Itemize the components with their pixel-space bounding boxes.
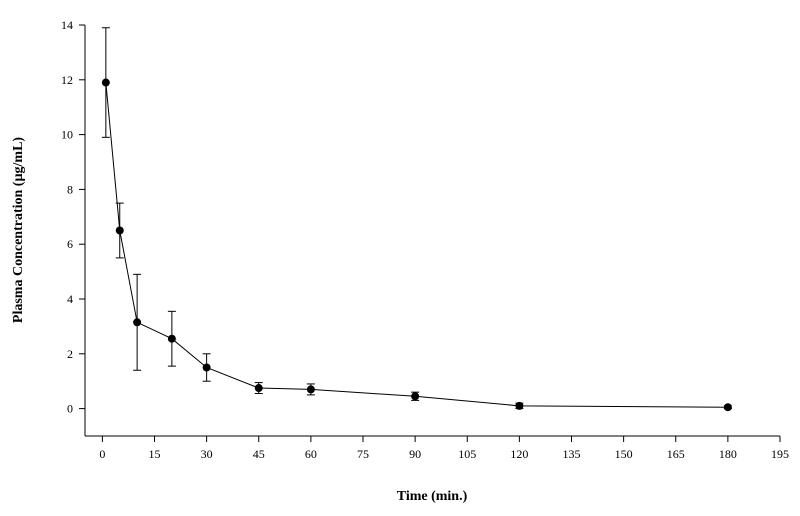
x-tick-label: 75	[357, 447, 369, 461]
y-tick-label: 0	[67, 402, 73, 416]
x-tick-label: 105	[458, 447, 476, 461]
data-point	[411, 392, 420, 401]
data-point	[115, 226, 124, 235]
x-tick-label: 120	[510, 447, 528, 461]
data-point	[723, 403, 732, 412]
x-tick-label: 180	[719, 447, 737, 461]
y-tick-label: 8	[67, 182, 73, 196]
data-point	[133, 318, 142, 327]
y-tick-label: 14	[61, 18, 73, 32]
x-tick-label: 45	[253, 447, 265, 461]
x-tick-label: 195	[771, 447, 789, 461]
x-tick-label: 0	[99, 447, 105, 461]
x-tick-label: 165	[667, 447, 685, 461]
data-point	[306, 385, 315, 394]
y-tick-label: 12	[61, 73, 73, 87]
x-tick-label: 150	[615, 447, 633, 461]
x-tick-label: 30	[201, 447, 213, 461]
y-tick-label: 10	[61, 128, 73, 142]
data-series	[101, 27, 732, 412]
data-point	[254, 384, 263, 393]
y-tick-label: 2	[67, 347, 73, 361]
y-axis-title: Plasma Concentration (µg/mL)	[11, 137, 26, 323]
data-point	[167, 334, 176, 343]
data-point	[101, 78, 110, 87]
data-point	[202, 363, 211, 372]
x-tick-label: 90	[409, 447, 421, 461]
y-tick-label: 4	[67, 292, 73, 306]
y-tick-label: 6	[67, 237, 73, 251]
x-tick-label: 60	[305, 447, 317, 461]
x-tick-label: 15	[149, 447, 161, 461]
x-tick-label: 135	[563, 447, 581, 461]
y-axis-ticks: 0 2 4 6 8 10 12 14	[61, 18, 85, 416]
series-line	[105, 82, 728, 408]
x-axis-title: Time (min.)	[397, 489, 468, 504]
x-axis-ticks: 0 15 30 45 60 75 90 105 120 135 150 165 180 195	[99, 436, 789, 461]
data-point	[515, 401, 524, 410]
axes	[84, 25, 780, 437]
